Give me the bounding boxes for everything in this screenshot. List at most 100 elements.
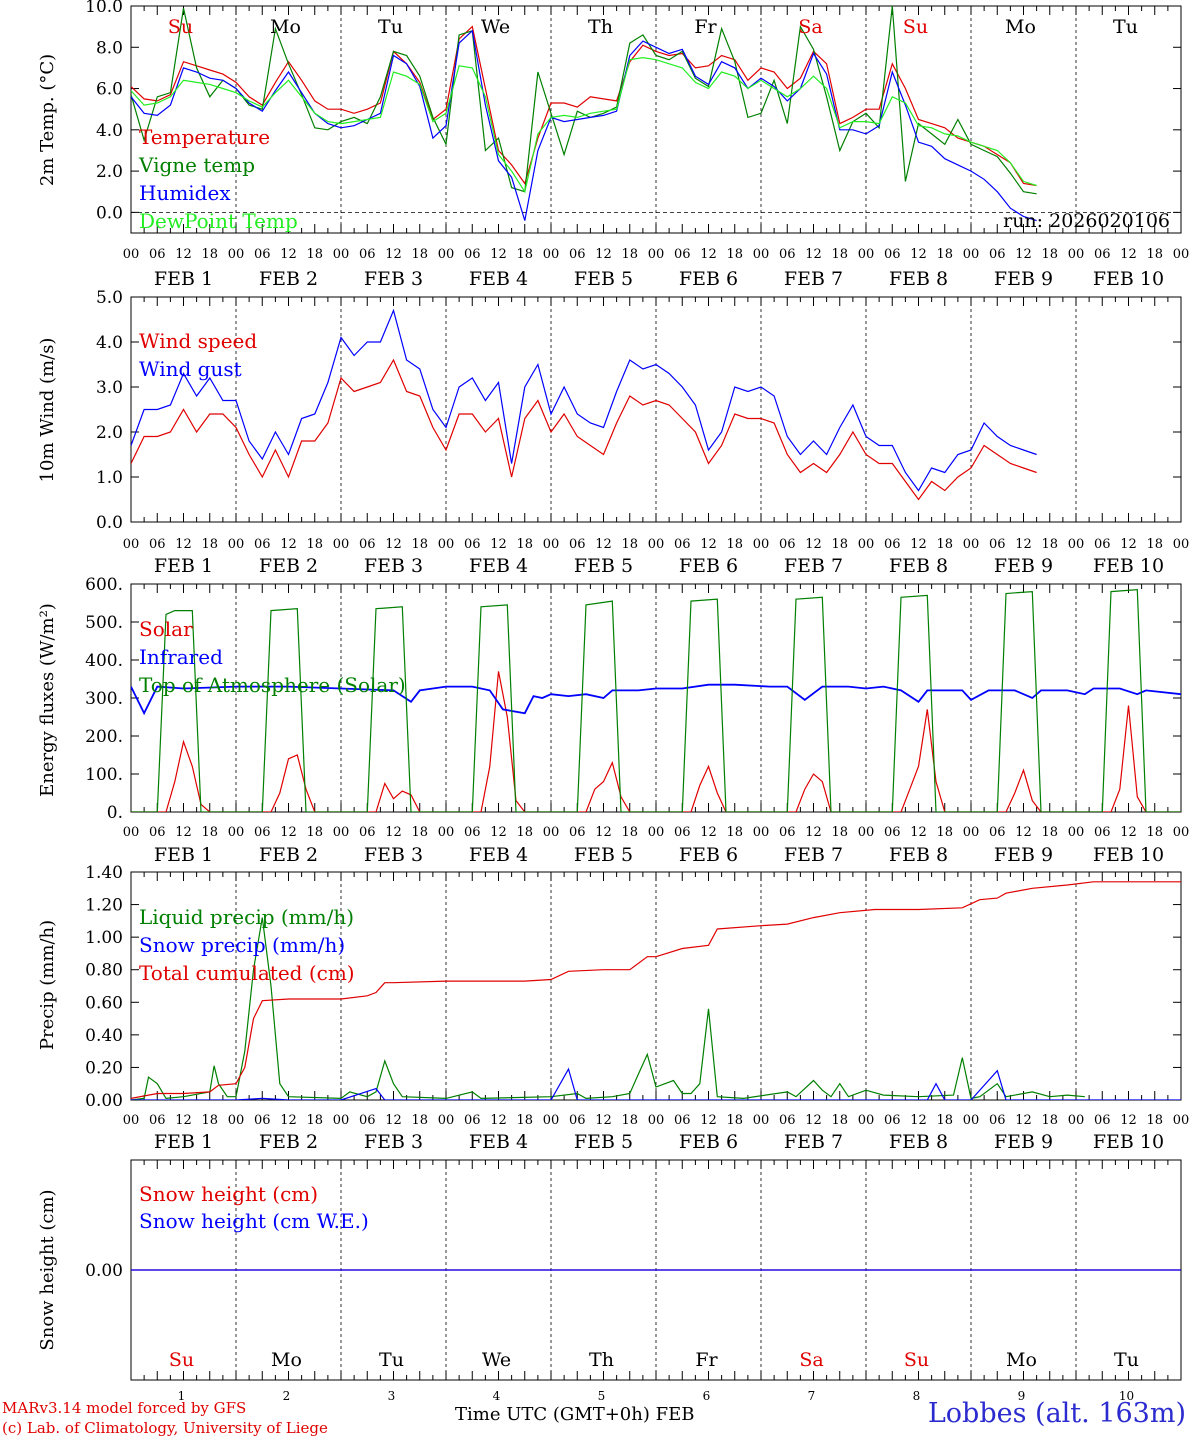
credits-line-2: (c) Lab. of Climatology, University of L… <box>2 1419 328 1437</box>
weekday-label-top: Sa <box>798 16 822 38</box>
weekday-label-bottom: Tu <box>379 1349 404 1371</box>
day-number: 2 <box>283 1389 291 1403</box>
weekday-label-top: Su <box>168 16 193 38</box>
x-tick-label: 00 <box>543 1113 560 1128</box>
weekday-label-top: Su <box>903 16 928 38</box>
series-line-humidex <box>131 29 1037 222</box>
x-tick-label: 00 <box>858 825 875 840</box>
x-tick-label: 18 <box>726 537 743 552</box>
x-tick-label: 12 <box>280 537 297 552</box>
y-tick-label: 4.0 <box>96 121 123 141</box>
station-label: Lobbes (alt. 163m) <box>927 1398 1186 1429</box>
y-axis-title: Snow height (cm) <box>37 1189 58 1350</box>
x-tick-label: 18 <box>201 825 218 840</box>
x-tick-label: 12 <box>280 247 297 262</box>
x-tick-label: 18 <box>411 825 428 840</box>
y-tick-label: 100. <box>85 765 123 785</box>
x-tick-label: 12 <box>700 1113 717 1128</box>
y-tick-label: 3.0 <box>96 378 123 398</box>
x-tick-label: 00 <box>333 1113 350 1128</box>
y-tick-label: 600. <box>85 575 123 595</box>
date-label: FEB 3 <box>364 555 423 577</box>
x-tick-label: 18 <box>936 1113 953 1128</box>
x-tick-label: 18 <box>1146 537 1163 552</box>
y-tick-label: 0.80 <box>85 961 123 981</box>
x-tick-label: 00 <box>228 537 245 552</box>
x-tick-label: 00 <box>333 825 350 840</box>
x-tick-label: 12 <box>175 247 192 262</box>
x-tick-label: 06 <box>149 1113 166 1128</box>
date-label: FEB 2 <box>259 1131 318 1153</box>
x-tick-label: 06 <box>674 537 691 552</box>
weekday-label-bottom: Fr <box>695 1349 718 1371</box>
x-tick-label: 18 <box>1041 537 1058 552</box>
x-tick-label: 18 <box>621 537 638 552</box>
x-tick-label: 06 <box>779 247 796 262</box>
x-tick-label: 12 <box>385 1113 402 1128</box>
x-tick-label: 06 <box>149 247 166 262</box>
y-tick-label: 200. <box>85 727 123 747</box>
x-tick-label: 00 <box>438 825 455 840</box>
x-tick-label: 00 <box>648 1113 665 1128</box>
weekday-label-bottom: Su <box>904 1349 929 1371</box>
plot-frame <box>130 296 1182 523</box>
x-tick-label: 06 <box>569 825 586 840</box>
x-tick-label: 12 <box>595 825 612 840</box>
x-tick-label: 18 <box>621 825 638 840</box>
day-number: 5 <box>598 1389 606 1403</box>
date-label: FEB 4 <box>469 1131 528 1153</box>
x-tick-label: 06 <box>149 537 166 552</box>
series-line-snow-precip-mm-h- <box>131 1067 1181 1100</box>
x-tick-label: 18 <box>306 825 323 840</box>
date-label: FEB 8 <box>889 555 948 577</box>
date-label: FEB 7 <box>784 1131 843 1153</box>
x-tick-label: 12 <box>175 1113 192 1128</box>
x-tick-label: 12 <box>595 247 612 262</box>
date-label: FEB 8 <box>889 1131 948 1153</box>
panel-1: 0.0 2.0 4.0 6.0 8.0 10.0 00 06 12 18 00 06 12 18 00 06 1… <box>37 0 1189 290</box>
weekday-label-top: Tu <box>378 16 403 38</box>
day-number: 7 <box>808 1389 816 1403</box>
panel-3: 0. 100. 200. 300. 400. 500. 600. 00 06 12 18 00 06 12… <box>37 575 1190 866</box>
x-tick-label: 12 <box>1015 825 1032 840</box>
date-label: FEB 4 <box>469 844 528 866</box>
y-axis-title: 2m Temp. (°C) <box>37 54 58 186</box>
x-tick-label: 06 <box>254 825 271 840</box>
x-tick-label: 06 <box>779 1113 796 1128</box>
y-tick-label: 2.0 <box>96 423 123 443</box>
x-tick-label: 06 <box>359 825 376 840</box>
weekday-label-top: Th <box>588 16 613 38</box>
x-tick-label: 00 <box>963 247 980 262</box>
x-tick-label: 06 <box>569 247 586 262</box>
x-tick-label: 00 <box>123 247 140 262</box>
day-number: 4 <box>493 1389 501 1403</box>
x-tick-label: 18 <box>726 1113 743 1128</box>
date-label: FEB 8 <box>889 844 948 866</box>
date-label: FEB 1 <box>154 844 213 866</box>
x-tick-label: 12 <box>805 1113 822 1128</box>
x-tick-label: 00 <box>1068 537 1085 552</box>
x-tick-label: 12 <box>490 1113 507 1128</box>
x-tick-label: 00 <box>438 247 455 262</box>
x-tick-label: 12 <box>175 825 192 840</box>
run-label: run: 2026020106 <box>1003 210 1170 232</box>
x-tick-label: 00 <box>1173 825 1190 840</box>
weekday-label-top: Mo <box>270 16 301 38</box>
date-label: FEB 5 <box>574 268 633 290</box>
weekday-label-top: Tu <box>1113 16 1138 38</box>
y-tick-label: 0.60 <box>85 993 123 1013</box>
x-tick-label: 18 <box>936 825 953 840</box>
legend-entry: Total cumulated (cm) <box>139 961 355 985</box>
x-tick-label: 00 <box>753 1113 770 1128</box>
x-tick-label: 06 <box>779 537 796 552</box>
x-tick-label: 12 <box>385 825 402 840</box>
y-tick-label: 10.0 <box>85 0 123 17</box>
x-tick-label: 18 <box>411 537 428 552</box>
x-tick-label: 18 <box>726 825 743 840</box>
x-tick-label: 12 <box>1120 537 1137 552</box>
y-tick-label: 400. <box>85 651 123 671</box>
x-tick-label: 00 <box>963 825 980 840</box>
date-label: FEB 10 <box>1093 555 1164 577</box>
